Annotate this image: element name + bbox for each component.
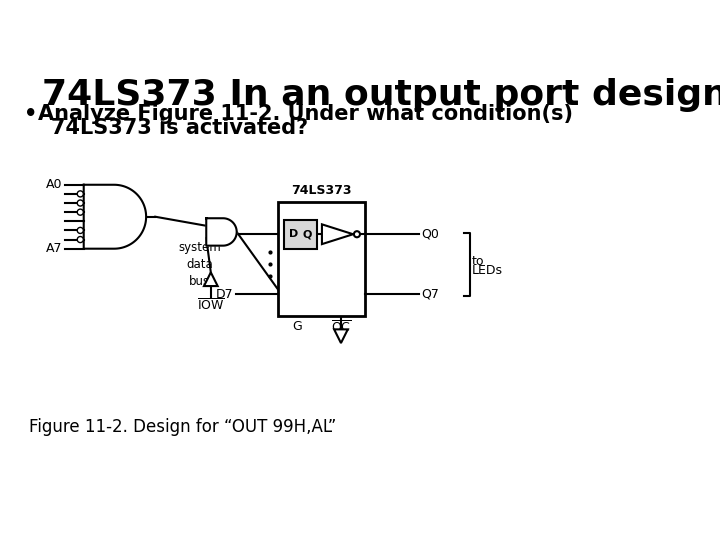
Bar: [284, 220, 318, 249]
Text: D: D: [289, 229, 299, 239]
Polygon shape: [334, 329, 348, 343]
Text: 74LS373 In an output port design: 74LS373 In an output port design: [42, 78, 720, 112]
Text: D7: D7: [216, 288, 234, 301]
Circle shape: [77, 227, 84, 233]
Circle shape: [77, 237, 84, 242]
Text: to: to: [472, 255, 485, 268]
Text: A7: A7: [46, 242, 63, 255]
Text: LEDs: LEDs: [472, 264, 503, 277]
Text: system
data
bus: system data bus: [178, 241, 221, 288]
Text: 74LS373: 74LS373: [292, 184, 352, 197]
Circle shape: [77, 200, 84, 206]
Bar: [278, 201, 365, 316]
Text: •: •: [24, 104, 37, 124]
Text: G: G: [292, 320, 302, 333]
Polygon shape: [204, 272, 217, 286]
Circle shape: [77, 209, 84, 215]
Text: A0: A0: [46, 178, 63, 191]
Text: Q: Q: [302, 229, 312, 239]
Text: $\overline{\rm OC}$: $\overline{\rm OC}$: [330, 320, 351, 336]
Text: Q0: Q0: [421, 228, 438, 241]
Text: D0: D0: [216, 228, 234, 241]
Text: Q7: Q7: [421, 288, 438, 301]
Circle shape: [77, 191, 84, 197]
Text: $\overline{\rm IOW}$: $\overline{\rm IOW}$: [197, 298, 225, 314]
Polygon shape: [206, 218, 237, 246]
Polygon shape: [84, 185, 146, 249]
Circle shape: [354, 231, 360, 237]
Text: Figure 11-2. Design for “OUT 99H,AL”: Figure 11-2. Design for “OUT 99H,AL”: [29, 418, 336, 436]
Polygon shape: [322, 224, 353, 244]
Text: 74LS373 is activated?: 74LS373 is activated?: [51, 118, 308, 138]
Text: Analyze Figure 11-2. Under what condition(s): Analyze Figure 11-2. Under what conditio…: [38, 104, 573, 124]
